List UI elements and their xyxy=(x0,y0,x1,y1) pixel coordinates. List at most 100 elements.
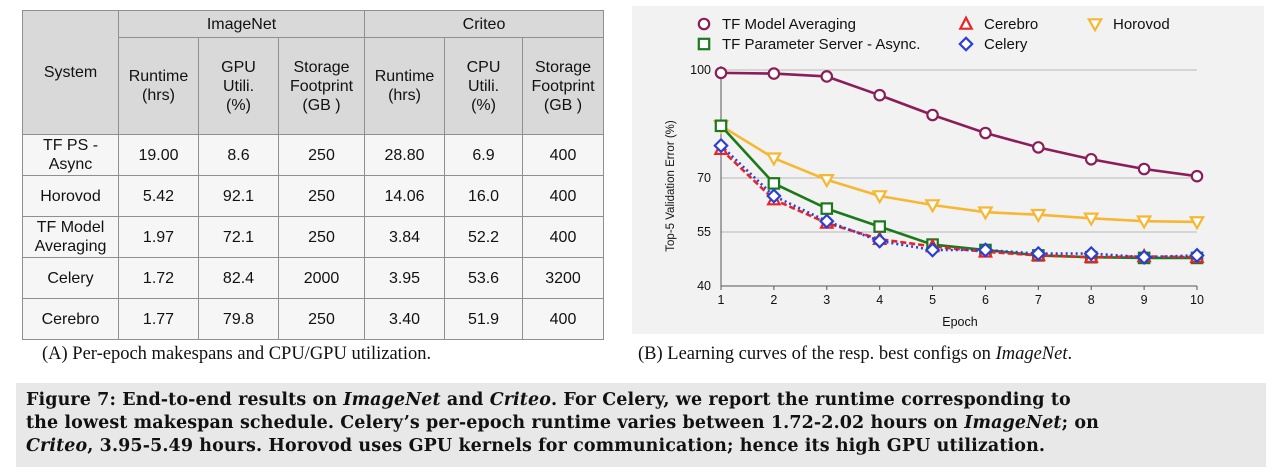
data-point xyxy=(958,36,974,52)
chart-legend: TF Model Averaging Horovod TF Parameter Se… xyxy=(697,15,1170,53)
table-cell: 1.77 xyxy=(118,298,199,340)
table-row: TF PS - Async 19.00 8.6 250 28.80 6.9 40… xyxy=(22,134,605,176)
table-row: Celery 1.72 82.4 2000 3.95 53.6 3200 xyxy=(22,257,605,299)
results-table-panel: System ImageNet Criteo Runtime (hrs) GPU… xyxy=(22,10,605,340)
fc-italic: ImageNet xyxy=(964,413,1062,433)
column-header: CPU Utili. (%) xyxy=(444,37,524,135)
table-row: TF Model Averaging 1.97 72.1 250 3.84 52… xyxy=(22,216,605,258)
x-axis-label: Epoch xyxy=(942,315,977,329)
table-cell: 1.97 xyxy=(118,216,199,258)
table-cell: 79.8 xyxy=(198,298,279,340)
caption-b-italic: ImageNet xyxy=(995,344,1068,364)
caption-b-end: . xyxy=(1067,344,1073,364)
data-point xyxy=(1188,216,1206,231)
axis-layer: 40 55 70 100 1 2 3 4 5 6 7 8 9 10 xyxy=(690,63,1204,307)
x-tick-label: 3 xyxy=(823,293,830,307)
table-cell: 2000 xyxy=(277,257,366,299)
legend-label: TF Model Averaging xyxy=(722,16,856,33)
data-point xyxy=(1083,212,1100,227)
column-header: Storage Footprint (GB ) xyxy=(277,37,366,135)
data-point xyxy=(977,206,994,221)
data-point xyxy=(1030,208,1047,224)
y-tick-label: 100 xyxy=(690,63,711,77)
x-tick-label: 5 xyxy=(929,293,936,307)
y-tick-label: 40 xyxy=(697,279,711,293)
system-cell: TF Model Averaging xyxy=(22,216,119,258)
data-point xyxy=(871,190,888,205)
table-cell: 53.6 xyxy=(444,257,524,299)
series xyxy=(720,71,1198,178)
legend-item: TF Parameter Server - Async. xyxy=(697,36,920,53)
y-tick-label: 55 xyxy=(697,225,711,239)
table-cell: 14.06 xyxy=(364,175,446,217)
data-point xyxy=(765,152,782,167)
grid-layer xyxy=(721,69,1197,287)
table-cell: 3.40 xyxy=(364,298,446,340)
data-point xyxy=(1189,247,1205,264)
fc-text: ; on xyxy=(1061,413,1099,433)
results-table: System ImageNet Criteo Runtime (hrs) GPU… xyxy=(22,10,605,340)
fc-italic: Criteo xyxy=(26,436,88,456)
fc-italic: Criteo xyxy=(489,390,551,410)
table-cell: 250 xyxy=(277,134,366,176)
fc-text: the lowest makespan schedule. Celery’s p… xyxy=(26,413,965,433)
chart-svg: 40 55 70 100 1 2 3 4 5 6 7 8 9 10 TF Model Averaging H… xyxy=(665,15,1206,329)
data-point xyxy=(926,108,939,122)
table-cell: 92.1 xyxy=(198,175,279,217)
data-point xyxy=(713,137,729,154)
data-point xyxy=(958,15,974,30)
data-point xyxy=(873,88,886,102)
x-tick-label: 9 xyxy=(1141,293,1148,307)
data-point xyxy=(979,126,992,140)
column-header: Runtime (hrs) xyxy=(118,37,199,135)
system-cell: Celery xyxy=(22,257,119,299)
figure-caption-line: the lowest makespan schedule. Celery’s p… xyxy=(26,412,1256,435)
series xyxy=(720,124,1197,260)
table-cell: 52.2 xyxy=(444,216,524,258)
fc-text: and xyxy=(440,390,490,410)
data-point xyxy=(1032,141,1045,154)
x-tick-label: 8 xyxy=(1088,293,1095,307)
series-line xyxy=(720,71,1198,178)
series xyxy=(720,148,1198,259)
table-cell: 28.80 xyxy=(364,134,446,176)
series-markers xyxy=(712,119,1206,231)
table-cell: 400 xyxy=(522,298,605,340)
data-point xyxy=(873,220,886,233)
table-cell: 6.9 xyxy=(444,134,524,176)
legend-item: TF Model Averaging xyxy=(697,16,856,33)
table-cell: 16.0 xyxy=(444,175,524,217)
data-point xyxy=(697,37,711,51)
fc-text: Figure 7: End-to-end results on xyxy=(26,390,344,410)
data-point xyxy=(924,199,941,214)
criteo-group-header: Criteo xyxy=(364,10,605,38)
x-tick-label: 1 xyxy=(718,293,725,307)
y-axis-label: Top-5 Validation Error (%) xyxy=(665,120,677,252)
legend-label: Celery xyxy=(984,36,1028,53)
table-row: Cerebro 1.77 79.8 250 3.40 51.9 400 xyxy=(22,298,605,340)
table-cell: 250 xyxy=(277,175,366,217)
series-line xyxy=(720,124,1197,260)
table-row: Horovod 5.42 92.1 250 14.06 16.0 400 xyxy=(22,175,605,217)
figure-caption: Figure 7: End-to-end results on ImageNet… xyxy=(16,383,1266,467)
table-cell: 19.00 xyxy=(118,134,199,176)
data-point xyxy=(714,119,728,133)
legend-label: TF Parameter Server - Async. xyxy=(722,36,920,53)
data-point xyxy=(1083,245,1099,262)
series-layer xyxy=(712,66,1206,265)
table-cell: 250 xyxy=(277,216,366,258)
data-point xyxy=(871,233,888,249)
system-cell: Cerebro xyxy=(22,298,119,340)
figure-caption-line: Criteo, 3.95-5.49 hours. Horovod uses GP… xyxy=(26,435,1256,458)
column-header: Runtime (hrs) xyxy=(364,37,446,135)
data-point xyxy=(697,17,711,31)
data-point xyxy=(977,242,994,258)
series-line xyxy=(720,124,1198,224)
data-point xyxy=(1086,18,1104,33)
data-point xyxy=(924,242,941,258)
table-cell: 1.72 xyxy=(118,257,199,299)
column-header: GPU Utili. (%) xyxy=(198,37,279,135)
table-cell: 8.6 xyxy=(198,134,279,176)
figure-caption-line: Figure 7: End-to-end results on ImageNet… xyxy=(26,389,1256,412)
table-cell: 72.1 xyxy=(198,216,279,258)
